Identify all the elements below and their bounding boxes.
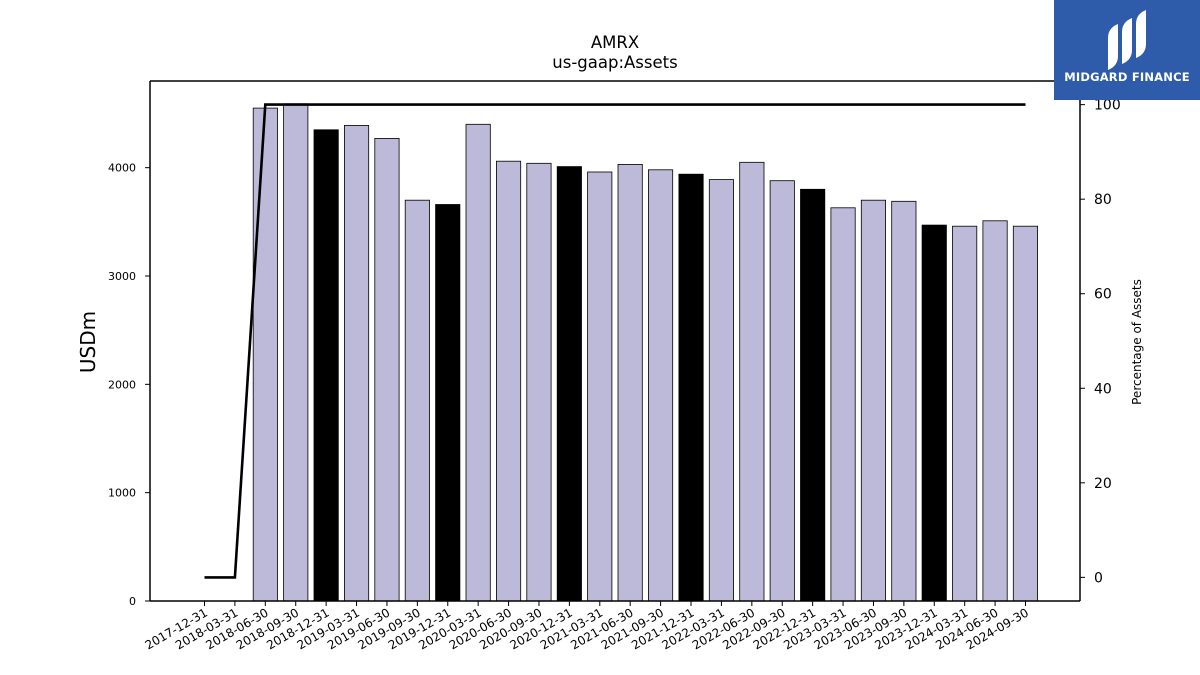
bar-2020-09-30 [526, 162, 552, 602]
y-tick-label: 3000 [108, 270, 136, 283]
bar-2022-09-30 [769, 180, 795, 602]
bar-2023-06-30 [860, 199, 886, 602]
bar-2021-06-30 [617, 163, 643, 602]
bar-2019-03-31 [343, 125, 370, 602]
bar-2018-09-30 [283, 103, 309, 602]
y2-tick-label: 60 [1094, 287, 1112, 303]
bar-2021-12-31 [678, 173, 704, 602]
right-y-ticks: 0 20 40 60 80 100 [1080, 98, 1121, 586]
y-axis-label: USDm [76, 311, 100, 373]
bar-2024-06-30 [982, 220, 1008, 602]
bar-2022-06-30 [739, 161, 765, 602]
y2-tick-label: 100 [1094, 98, 1121, 114]
y-tick-label: 0 [129, 595, 136, 608]
percentage-line-series [204, 103, 1026, 579]
y-tick-label: 1000 [108, 487, 136, 500]
y2-axis-label: Percentage of Assets [1130, 279, 1144, 405]
y-tick-label: 2000 [108, 378, 136, 391]
midgard-finance-logo: MIDGARD FINANCE [1054, 0, 1200, 100]
bar-2020-06-30 [495, 160, 522, 602]
bar-series [252, 103, 1038, 602]
bar-2024-09-30 [1012, 225, 1038, 602]
chart-title: AMRX [591, 33, 639, 52]
left-y-ticks: 0 1000 2000 3000 4000 [108, 162, 150, 608]
bar-2019-12-31 [435, 204, 461, 602]
bar-2023-12-31 [921, 224, 947, 602]
bar-2023-03-31 [830, 207, 856, 602]
y2-tick-label: 80 [1094, 192, 1112, 208]
bar-2022-03-31 [708, 179, 734, 602]
y-tick-label: 4000 [108, 162, 136, 175]
y2-tick-label: 40 [1094, 381, 1112, 397]
percentage-line [204, 103, 1026, 579]
bar-2019-09-30 [404, 199, 430, 602]
bar-2023-09-30 [891, 200, 917, 602]
y2-tick-label: 20 [1094, 476, 1112, 492]
y2-tick-label: 0 [1094, 570, 1103, 586]
bar-2018-06-30 [252, 107, 278, 602]
bar-2020-03-31 [465, 123, 491, 602]
midgard-logo-mark-icon [1108, 10, 1146, 70]
bar-2022-12-31 [800, 188, 826, 602]
bar-2021-09-30 [648, 169, 674, 602]
bar-2024-03-31 [952, 225, 978, 602]
bar-2021-03-31 [587, 171, 613, 602]
chart-subtitle: us-gaap:Assets [552, 53, 677, 72]
bar-2018-12-31 [313, 129, 339, 602]
logo-text: MIDGARD FINANCE [1064, 70, 1190, 84]
x-ticks: 2017-12-312018-03-312018-06-302018-09-30… [143, 601, 1031, 652]
bar-2020-12-31 [556, 166, 582, 602]
bar-2019-06-30 [374, 137, 400, 602]
